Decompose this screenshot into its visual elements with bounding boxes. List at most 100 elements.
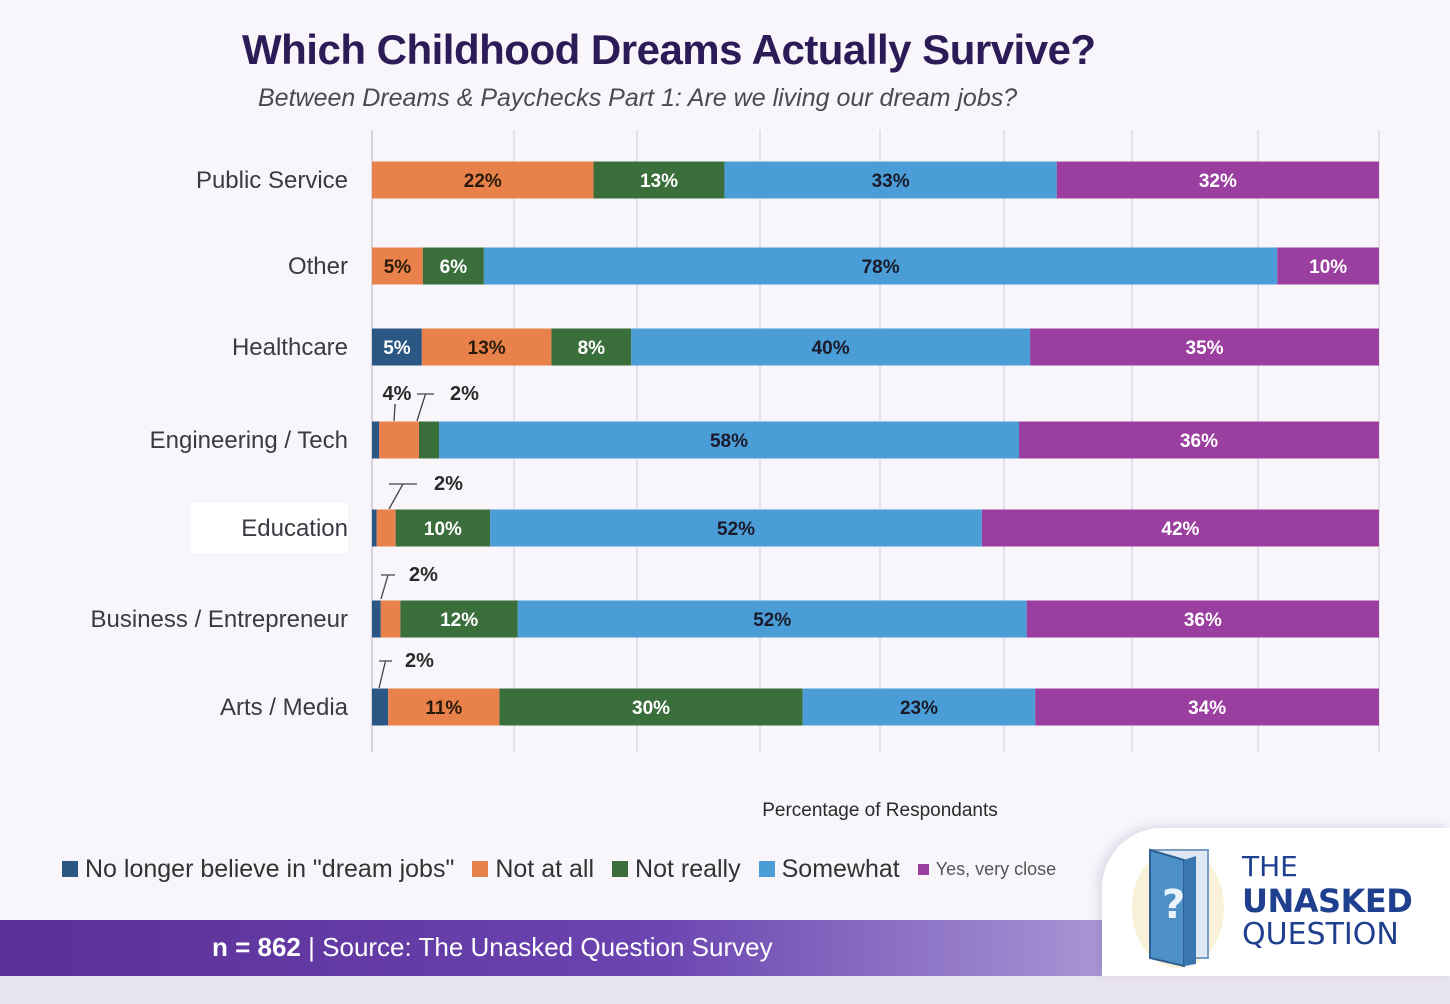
bar-segment (1019, 421, 1379, 459)
sample-size: n = 862 (212, 932, 301, 962)
bar-segment (376, 509, 396, 547)
data-label: 42% (1161, 519, 1199, 540)
callout-label: 2% (450, 383, 479, 405)
legend-label: Not at all (495, 854, 595, 883)
bar-segment (372, 421, 379, 459)
bar-segment (372, 600, 381, 638)
bar-segment (372, 247, 423, 285)
chart-callouts: 4% 2% 2% 2% 2% (378, 383, 479, 689)
legend-label: Somewhat (781, 854, 900, 883)
category-label: Engineering / Tech (150, 427, 348, 454)
category-label: Healthcare (232, 334, 348, 361)
bar-segment (802, 688, 1036, 726)
bar-segment (499, 688, 803, 726)
data-label: 35% (1186, 338, 1224, 359)
bar-segment (981, 509, 1379, 547)
bar-segment (1056, 161, 1379, 199)
chart-bars: 22% 13% 33% 32% 5% 6% 78% 10% 5% 13% 8% 40% 35% 58% 36… (372, 161, 1379, 726)
door-question-icon: ? (1132, 848, 1224, 968)
legend-item-somewhat: Somewhat (758, 854, 900, 884)
data-label: 13% (468, 338, 506, 359)
legend-item-not-at-all: Not at all (472, 855, 594, 884)
bar-segment (1026, 600, 1379, 638)
callout-label: 2% (434, 473, 463, 495)
data-label: 11% (425, 698, 462, 719)
legend-item-not-really: Not really (612, 855, 741, 884)
data-label: 13% (640, 171, 678, 192)
data-label: 10% (1309, 257, 1347, 278)
data-label: 40% (812, 338, 850, 359)
logo-line-1: THE (1242, 850, 1298, 883)
bar-segment (372, 688, 389, 726)
data-label: 36% (1180, 431, 1218, 452)
footer-source: n = 862 | Source: The Unasked Question S… (212, 932, 773, 963)
page-subtitle: Between Dreams & Paychecks Part 1: Are w… (258, 84, 1018, 112)
chart-legend: No longer believe in "dream jobs" Not at… (62, 852, 1056, 886)
stacked-bar-chart: 22% 13% 33% 32% 5% 6% 78% 10% 5% 13% 8% 40% 35% 58% 36… (91, 130, 1380, 821)
logo-line-2: UNASKED (1242, 882, 1413, 920)
legend-swatch (758, 861, 775, 877)
bar-segment (395, 509, 491, 547)
bar-segment (419, 421, 439, 459)
data-label: 34% (1188, 698, 1226, 719)
legend-item-no-longer: No longer believe in "dream jobs" (62, 855, 454, 884)
callout-line (378, 660, 392, 689)
bar-segment (372, 328, 422, 366)
data-label: 33% (872, 171, 910, 192)
legend-label: Yes, very close (935, 858, 1057, 879)
bar-segment (724, 161, 1057, 199)
footer-separator: | (308, 932, 315, 962)
bar-segment (551, 328, 632, 366)
bar-segment (439, 421, 1019, 459)
bar-segment (379, 421, 419, 459)
bar-segment (1035, 688, 1379, 726)
legend-label: Not really (635, 854, 741, 883)
data-label: 5% (383, 338, 411, 359)
bar-segment (400, 600, 518, 638)
chart-category-labels: Public Service Other Healthcare Engineering… (91, 167, 349, 721)
data-label: 5% (384, 257, 412, 278)
callout-line (388, 483, 417, 510)
data-label: 8% (578, 338, 606, 359)
category-label: Education (241, 515, 348, 542)
data-label: 58% (710, 431, 748, 452)
data-label: 78% (862, 257, 900, 278)
callout-line (393, 404, 396, 422)
page-title: Which Childhood Dreams Actually Survive? (242, 26, 1096, 73)
bar-segment (517, 600, 1027, 638)
data-label: 36% (1184, 610, 1222, 631)
legend-swatch (62, 861, 78, 877)
category-highlight (190, 503, 348, 553)
bar-segment (631, 328, 1031, 366)
data-label: 32% (1199, 171, 1237, 192)
callout-label: 4% (383, 383, 412, 405)
category-label: Business / Entrepreneur (91, 606, 348, 633)
category-label: Other (288, 253, 348, 280)
legend-swatch (612, 861, 629, 877)
logo-line-3: QUESTION (1242, 917, 1399, 952)
logo-wordmark: THE UNASKED QUESTION (1242, 850, 1413, 952)
data-label: 52% (753, 610, 791, 631)
legend-item-yes-very-close: Yes, very close (917, 858, 1057, 880)
legend-swatch (917, 863, 929, 875)
legend-label: No longer believe in "dream jobs" (85, 854, 455, 883)
data-label: 23% (900, 698, 938, 719)
category-label: Public Service (196, 167, 348, 194)
data-label: 52% (717, 519, 755, 540)
bar-segment (1030, 328, 1379, 366)
bar-segment (490, 509, 982, 547)
x-axis-label: Percentage of Respondants (762, 800, 998, 821)
data-label: 10% (424, 519, 462, 540)
category-label: Arts / Media (220, 694, 349, 721)
data-label: 22% (464, 171, 502, 192)
bar-segment (422, 247, 484, 285)
svg-text:?: ? (1162, 882, 1185, 928)
bar-segment (372, 509, 377, 547)
bar-segment (380, 600, 401, 638)
brand-logo: ? THE UNASKED QUESTION (1102, 828, 1450, 976)
bar-segment (593, 161, 725, 199)
data-label: 30% (632, 698, 670, 719)
callout-label: 2% (409, 564, 438, 586)
bar-segment (388, 688, 500, 726)
callout-line (416, 393, 434, 422)
